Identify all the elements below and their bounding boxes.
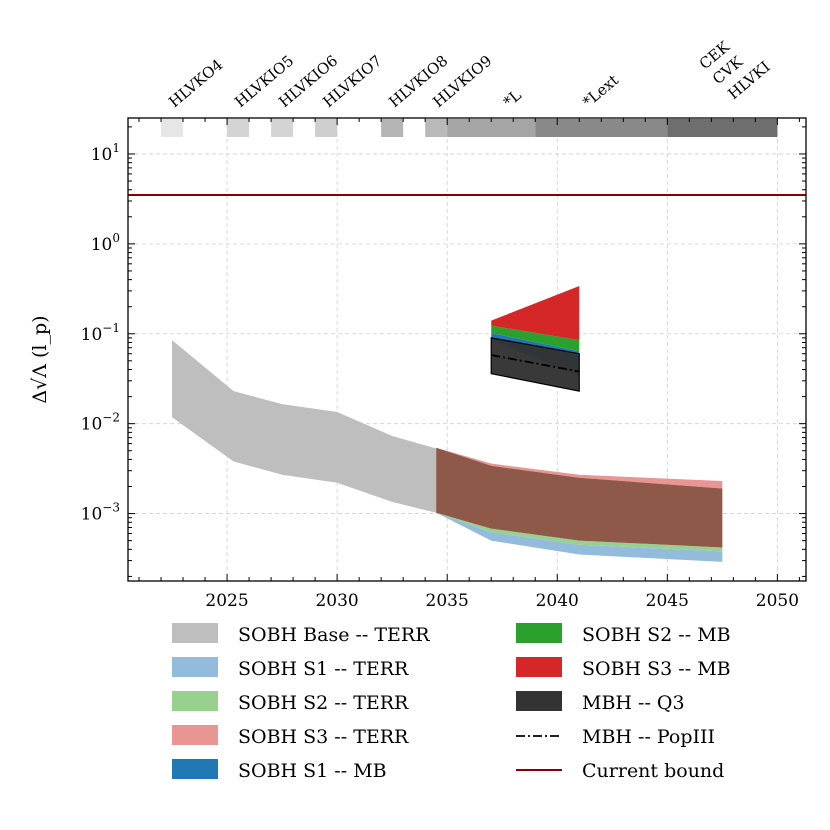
series <box>172 285 723 562</box>
band-sobh-s1-terr <box>436 512 723 562</box>
legend: SOBH Base -- TERR SOBH S1 -- TERR SOBH S2 … <box>172 623 731 782</box>
band-sobh-s2-terr <box>436 512 723 552</box>
detector-label: HLVKO4 <box>165 56 226 111</box>
legend-swatch <box>516 691 562 711</box>
legend-swatch <box>516 657 562 677</box>
x-tick-label: 2045 <box>646 591 689 611</box>
y-tick-label: 10−1 <box>81 321 120 345</box>
x-tick-label: 2040 <box>536 591 579 611</box>
y-tick-label: 10−3 <box>81 501 120 525</box>
detector-network-bars <box>161 119 778 137</box>
detector-bar <box>227 119 250 137</box>
y-tick-label: 10−2 <box>81 411 120 435</box>
legend-label: SOBH Base -- TERR <box>238 624 430 646</box>
detector-bar <box>447 119 536 137</box>
line-mbh-popiii <box>491 354 580 373</box>
legend-label: MBH -- Q3 <box>582 692 685 714</box>
band-sobh-base-terr <box>172 340 437 513</box>
legend-swatch <box>172 691 218 711</box>
x-tick-label: 2030 <box>315 591 358 611</box>
x-tick-label: 2025 <box>205 591 248 611</box>
legend-label: Current bound <box>582 760 724 782</box>
legend-label: SOBH S1 -- MB <box>238 760 387 782</box>
x-tick-label: 2050 <box>756 591 799 611</box>
detector-bar <box>535 119 668 137</box>
detector-bar <box>271 119 294 137</box>
band-mbh-q3 <box>490 337 580 392</box>
legend-swatch <box>516 623 562 643</box>
legend-label: SOBH S3 -- MB <box>582 658 731 680</box>
band-sobh-s3-terr <box>436 447 723 489</box>
legend-swatch <box>172 657 218 677</box>
y-tick-label: 101 <box>91 141 120 165</box>
y-axis-label: Δ√Λ (l_p) <box>29 315 51 403</box>
detector-label: *Lext <box>579 71 622 111</box>
y-tick-label: 100 <box>91 231 120 255</box>
legend-swatch <box>172 759 218 779</box>
band-sobh-s2-mb <box>491 325 580 352</box>
detector-label: *L <box>500 86 525 111</box>
legend-label: MBH -- PopIII <box>582 726 715 748</box>
legend-label: SOBH S3 -- TERR <box>238 726 409 748</box>
legend-swatch <box>172 623 218 643</box>
band-sobh-s3-mb <box>491 285 580 341</box>
detector-bar <box>381 119 404 137</box>
legend-label: SOBH S2 -- TERR <box>238 692 409 714</box>
legend-label: SOBH S1 -- TERR <box>238 658 409 680</box>
detector-bar <box>161 119 184 137</box>
plot-frame <box>127 117 807 582</box>
tick-labels: 2025 2030 2035 2040 2045 2050 10−3 10−2 10−1 100 1… <box>81 141 799 611</box>
detector-bar <box>425 119 448 137</box>
band-sobh-brown-overlay <box>436 447 723 548</box>
axes <box>127 117 807 582</box>
detector-bar <box>315 119 338 137</box>
legend-label: SOBH S2 -- MB <box>582 624 731 646</box>
legend-swatch <box>172 725 218 745</box>
detector-bar <box>667 119 778 137</box>
x-tick-label: 2035 <box>426 591 469 611</box>
